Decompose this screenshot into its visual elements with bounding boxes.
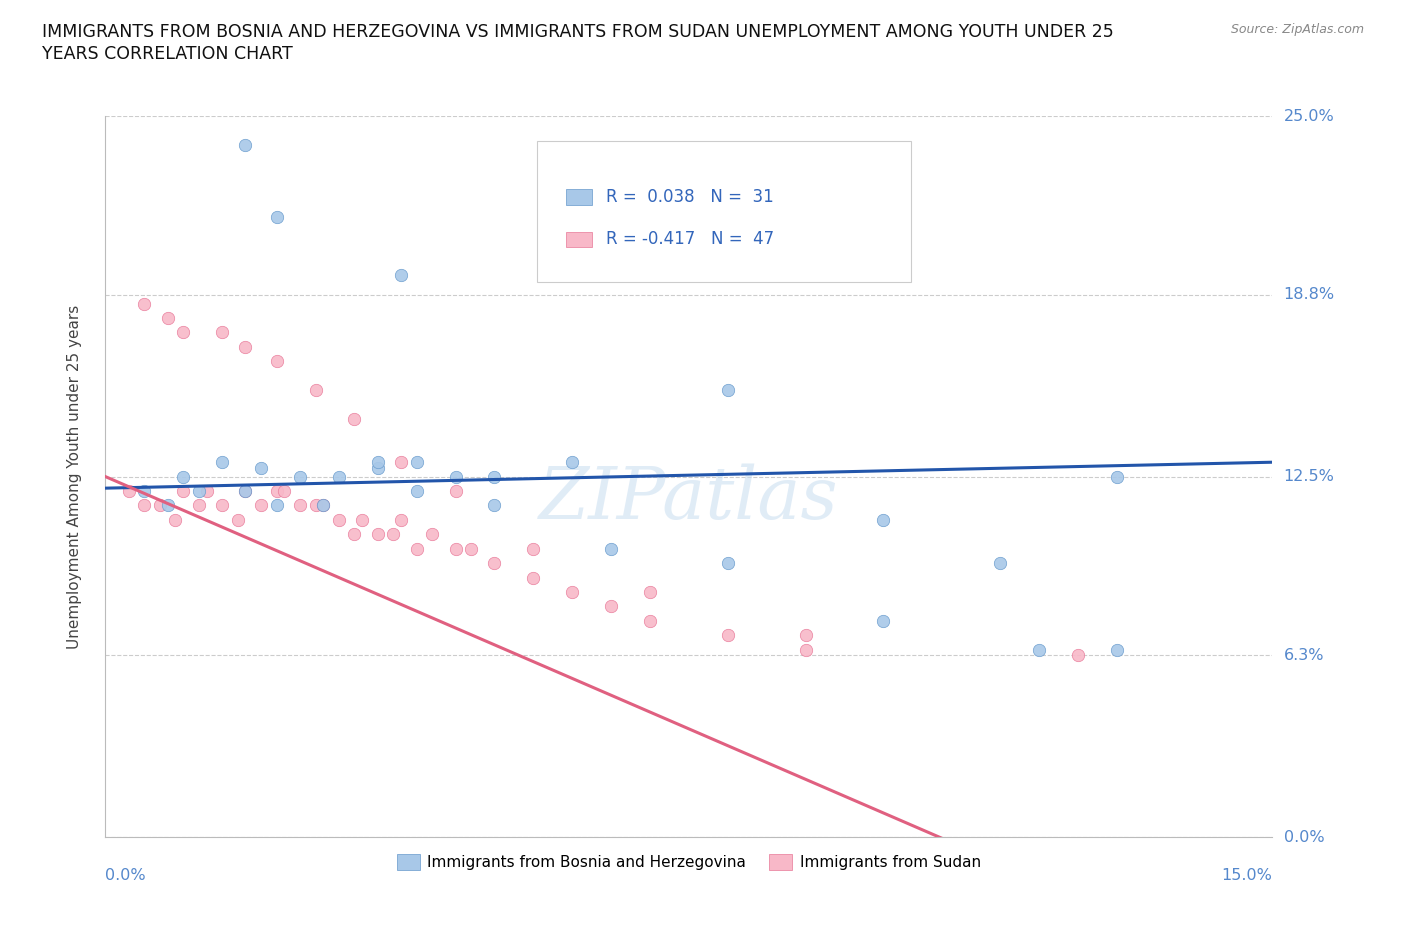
Text: Source: ZipAtlas.com: Source: ZipAtlas.com (1230, 23, 1364, 36)
Point (235, 339, 257, 354)
Point (389, 512, 412, 527)
Point (600, 541, 623, 556)
Point (149, 498, 172, 513)
Point (328, 512, 350, 527)
Point (717, 556, 740, 571)
Point (172, 326, 194, 340)
Text: 0.0%: 0.0% (105, 868, 146, 883)
Point (988, 556, 1011, 571)
FancyBboxPatch shape (537, 141, 911, 282)
Text: IMMIGRANTS FROM BOSNIA AND HERZEGOVINA VS IMMIGRANTS FROM SUDAN UNEMPLOYMENT AMO: IMMIGRANTS FROM BOSNIA AND HERZEGOVINA V… (42, 23, 1114, 41)
Text: YEARS CORRELATION CHART: YEARS CORRELATION CHART (42, 45, 292, 62)
Point (420, 526, 443, 541)
Point (312, 498, 335, 513)
Point (165, 512, 187, 527)
Point (444, 469, 467, 484)
Point (600, 599, 623, 614)
Point (561, 455, 583, 470)
Point (405, 541, 427, 556)
Point (1105, 469, 1128, 484)
Point (266, 498, 288, 513)
Point (444, 541, 467, 556)
Point (328, 469, 350, 484)
Text: R = -0.417   N =  47: R = -0.417 N = 47 (606, 231, 775, 248)
Point (343, 526, 366, 541)
Point (156, 498, 179, 513)
Point (794, 642, 817, 657)
Point (717, 383, 740, 398)
Point (794, 628, 817, 643)
Point (118, 484, 141, 498)
Text: 0.0%: 0.0% (1284, 830, 1324, 844)
Point (187, 498, 209, 513)
Point (1028, 642, 1050, 657)
Point (717, 628, 740, 643)
Point (226, 512, 249, 527)
Point (405, 484, 427, 498)
Legend: Immigrants from Bosnia and Herzegovina, Immigrants from Sudan: Immigrants from Bosnia and Herzegovina, … (391, 848, 987, 876)
Point (235, 484, 257, 498)
Point (172, 484, 194, 498)
Point (522, 570, 544, 585)
Point (484, 556, 506, 571)
Point (367, 455, 389, 470)
Point (382, 526, 405, 541)
Point (638, 585, 661, 600)
Point (288, 498, 311, 513)
Point (266, 210, 288, 225)
Point (211, 326, 233, 340)
Point (187, 484, 209, 498)
Point (367, 526, 389, 541)
Point (389, 268, 412, 283)
Text: ZIPatlas: ZIPatlas (538, 463, 839, 534)
Text: 6.3%: 6.3% (1284, 648, 1324, 663)
Point (872, 614, 894, 629)
Text: R =  0.038   N =  31: R = 0.038 N = 31 (606, 188, 773, 206)
Point (172, 469, 194, 484)
Point (561, 585, 583, 600)
Point (211, 498, 233, 513)
Text: 18.8%: 18.8% (1284, 287, 1334, 302)
Point (250, 460, 273, 475)
Point (266, 484, 288, 498)
Point (367, 460, 389, 475)
Bar (567, 232, 592, 247)
Point (484, 498, 506, 513)
Point (134, 296, 156, 311)
Point (250, 498, 273, 513)
Point (211, 455, 233, 470)
Point (304, 498, 326, 513)
Point (522, 541, 544, 556)
Text: 25.0%: 25.0% (1284, 109, 1334, 124)
Point (266, 354, 288, 369)
Text: 12.5%: 12.5% (1284, 469, 1334, 485)
Point (405, 455, 427, 470)
Point (134, 484, 156, 498)
Point (484, 469, 506, 484)
Bar (567, 189, 592, 205)
Point (195, 484, 218, 498)
Point (312, 498, 335, 513)
Point (460, 541, 482, 556)
Text: 15.0%: 15.0% (1222, 868, 1272, 883)
Point (389, 455, 412, 470)
Point (1067, 648, 1090, 663)
Point (638, 614, 661, 629)
Point (444, 484, 467, 498)
Point (1105, 642, 1128, 657)
Point (343, 412, 366, 427)
Point (134, 498, 156, 513)
Point (156, 311, 179, 325)
Point (235, 138, 257, 153)
Y-axis label: Unemployment Among Youth under 25 years: Unemployment Among Youth under 25 years (67, 304, 82, 649)
Point (872, 512, 894, 527)
Point (288, 469, 311, 484)
Point (273, 484, 295, 498)
Point (304, 383, 326, 398)
Point (352, 512, 374, 527)
Point (235, 484, 257, 498)
